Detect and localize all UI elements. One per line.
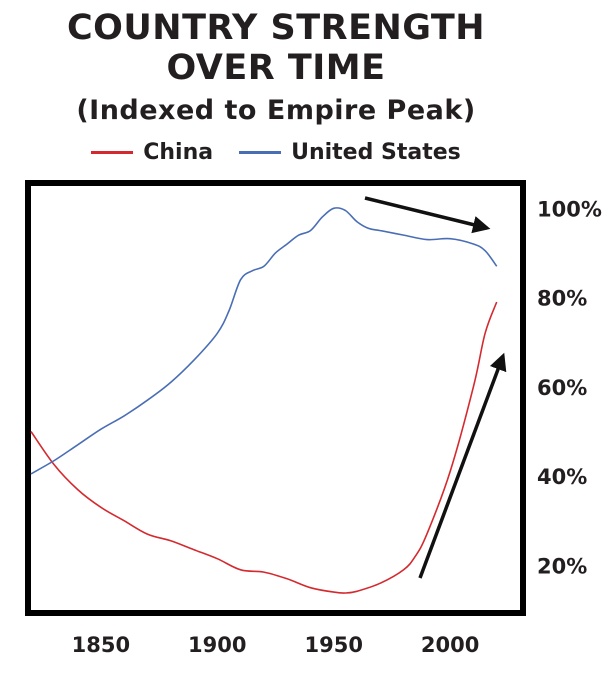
y-tick-label: 60%: [537, 376, 587, 400]
legend-label-united-states: United States: [291, 140, 461, 165]
chart-title-line2: OVER TIME: [166, 48, 386, 88]
y-tick-label: 40%: [537, 465, 587, 489]
series-line-china: [30, 301, 498, 594]
us-decline-arrow: [364, 196, 491, 234]
chart-title: COUNTRY STRENGTH: [66, 8, 486, 48]
y-tick-label: 100%: [537, 197, 602, 221]
x-tick-label: 1850: [72, 633, 130, 657]
series-line-united-states: [30, 207, 498, 475]
legend-item-china: China: [91, 140, 213, 165]
x-tick-label: 1900: [188, 633, 246, 657]
x-tick-label: 2000: [421, 633, 479, 657]
y-tick-label: 20%: [537, 554, 587, 578]
legend-swatch-china: [91, 151, 134, 154]
chart-subtitle: (Indexed to Empire Peak): [76, 95, 476, 126]
legend-item-united-states: United States: [239, 140, 461, 165]
x-tick-label: 1950: [304, 633, 362, 657]
china-rise-arrow: [418, 352, 507, 579]
legend-label-china: China: [143, 140, 214, 165]
y-tick-label: 80%: [537, 287, 587, 311]
legend: China United States: [0, 140, 552, 165]
legend-swatch-united-states: [239, 151, 282, 154]
plot-frame: [25, 180, 526, 616]
